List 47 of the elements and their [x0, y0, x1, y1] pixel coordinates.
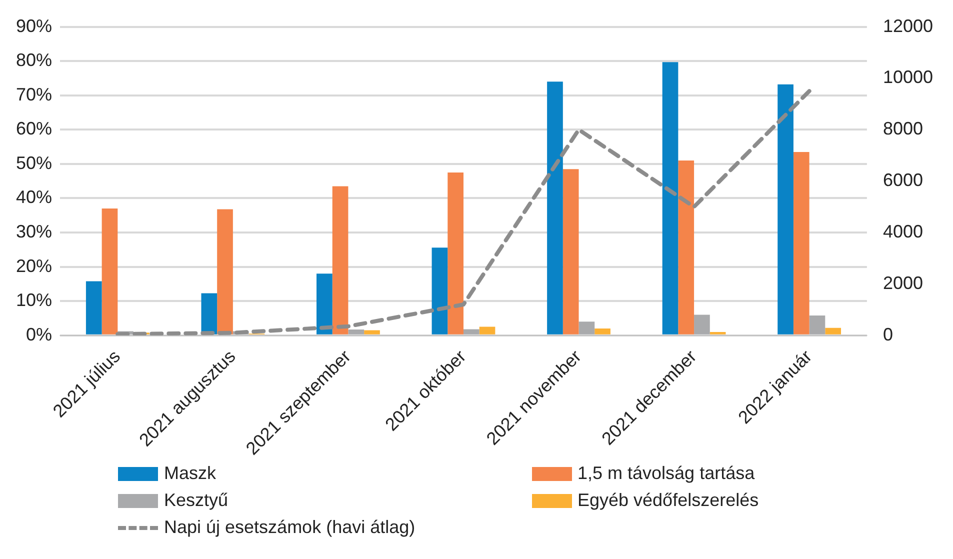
- legend-label: Maszk: [164, 463, 216, 484]
- bar: [678, 160, 694, 334]
- bar: [217, 209, 233, 334]
- y-tick-label: 70%: [16, 84, 52, 104]
- y-tick-label: 90%: [16, 16, 52, 36]
- y2-tick-label: 12000: [882, 16, 934, 36]
- legend-label: Egyéb védőfelszerelés: [578, 490, 759, 511]
- y-tick-label: 60%: [16, 118, 52, 139]
- bar: [562, 169, 579, 334]
- bar: [594, 328, 610, 334]
- legend-label: Kesztyű: [164, 490, 228, 511]
- y2-tick-label: 0: [882, 324, 893, 344]
- legend-label: 1,5 m távolság tartása: [578, 463, 755, 484]
- bar: [694, 314, 710, 334]
- bar: [332, 186, 348, 334]
- bar: [778, 84, 794, 334]
- y-tick-label: 0%: [26, 324, 52, 344]
- y2-tick-label: 10000: [882, 67, 934, 88]
- bar: [578, 322, 595, 334]
- bar: [364, 330, 380, 334]
- bar: [710, 332, 726, 334]
- bar: [86, 281, 102, 334]
- line-series: [116, 89, 812, 336]
- y2-tick-label: 8000: [882, 118, 923, 139]
- bar: [348, 330, 364, 334]
- bar: [825, 328, 842, 334]
- y-tick-label: 50%: [16, 152, 52, 173]
- y-tick-label: 30%: [16, 221, 52, 242]
- legend-label: Napi új esetszámok (havi átlag): [164, 517, 416, 538]
- bar: [809, 315, 826, 334]
- y-tick-label: 40%: [16, 187, 52, 208]
- bar: [463, 329, 480, 334]
- y-tick-label: 20%: [16, 256, 52, 276]
- y2-tick-label: 4000: [882, 221, 923, 242]
- bar: [547, 82, 563, 334]
- bar: [793, 152, 810, 334]
- y2-tick-label: 2000: [882, 272, 923, 293]
- bar: [479, 326, 496, 334]
- bar: [662, 62, 678, 334]
- y2-tick-label: 6000: [882, 170, 923, 190]
- bar: [448, 172, 464, 334]
- bar: [102, 208, 118, 334]
- bar: [316, 274, 332, 334]
- y-tick-label: 10%: [16, 290, 52, 310]
- y-tick-label: 80%: [16, 50, 52, 70]
- bar: [432, 248, 448, 334]
- bar: [201, 293, 218, 334]
